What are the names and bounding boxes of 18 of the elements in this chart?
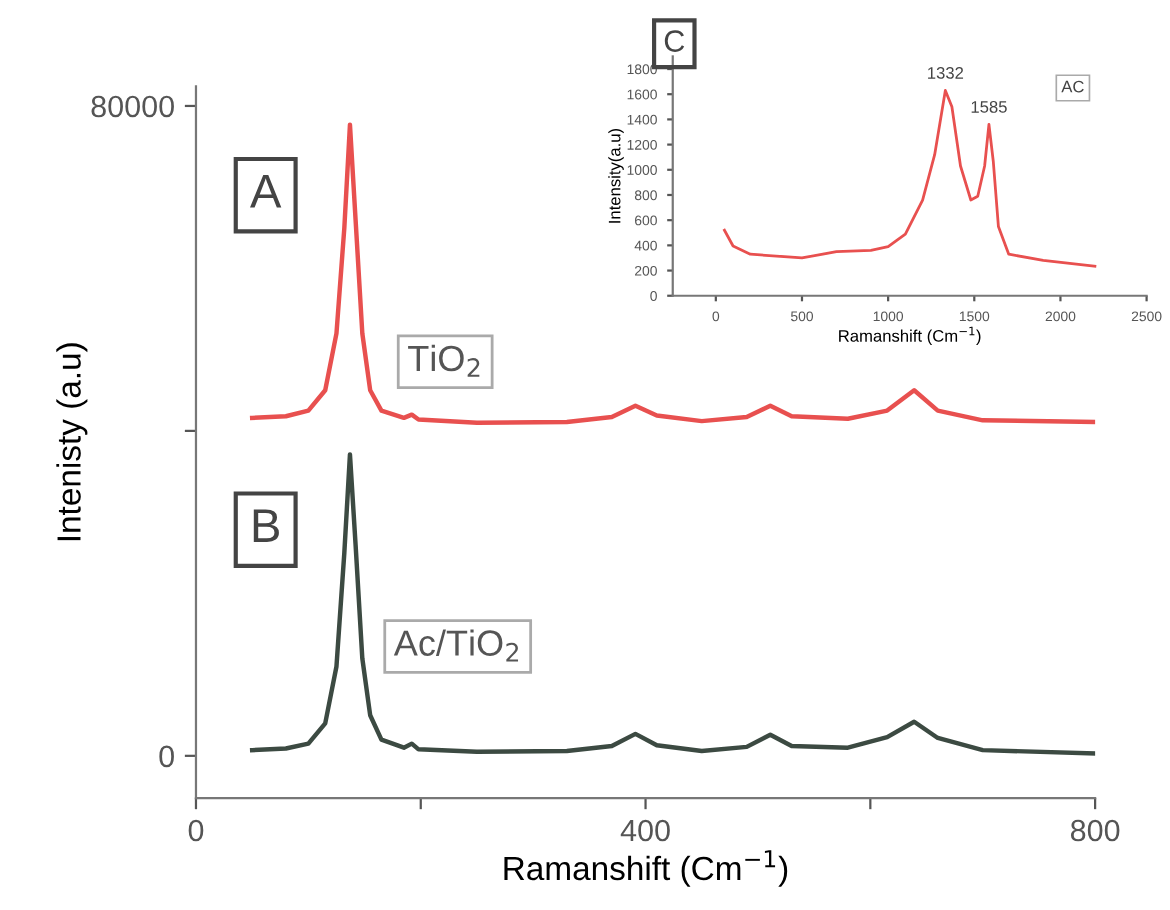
text: C xyxy=(664,30,685,52)
line-series xyxy=(723,89,1097,268)
annotation: B xyxy=(253,509,279,542)
x-tick-label: 800 xyxy=(1070,819,1120,842)
x-axis-title: Ramanshift (Cm$^{−1}$) xyxy=(839,326,981,346)
line-series xyxy=(249,122,1096,425)
x-tick-label: 0 xyxy=(188,819,204,842)
y-tick-label: 80000 xyxy=(91,95,174,118)
annotation: A xyxy=(250,174,282,208)
x-axis-title: Ramanshift (Cm$^{−1}$) xyxy=(504,850,788,887)
annotation: 1332 xyxy=(928,67,964,79)
y-axis-title: Intenisty (a.u) xyxy=(56,343,88,541)
annotation: 1585 xyxy=(971,101,1007,113)
annotation: AC xyxy=(1061,80,1084,93)
series-label: Ac/TiO$_{2}$ xyxy=(393,629,519,662)
series-label: TiO$_{2}$ xyxy=(408,344,480,377)
y-axis-title: Intensity(a.u) xyxy=(608,128,624,223)
line-series xyxy=(249,452,1096,756)
